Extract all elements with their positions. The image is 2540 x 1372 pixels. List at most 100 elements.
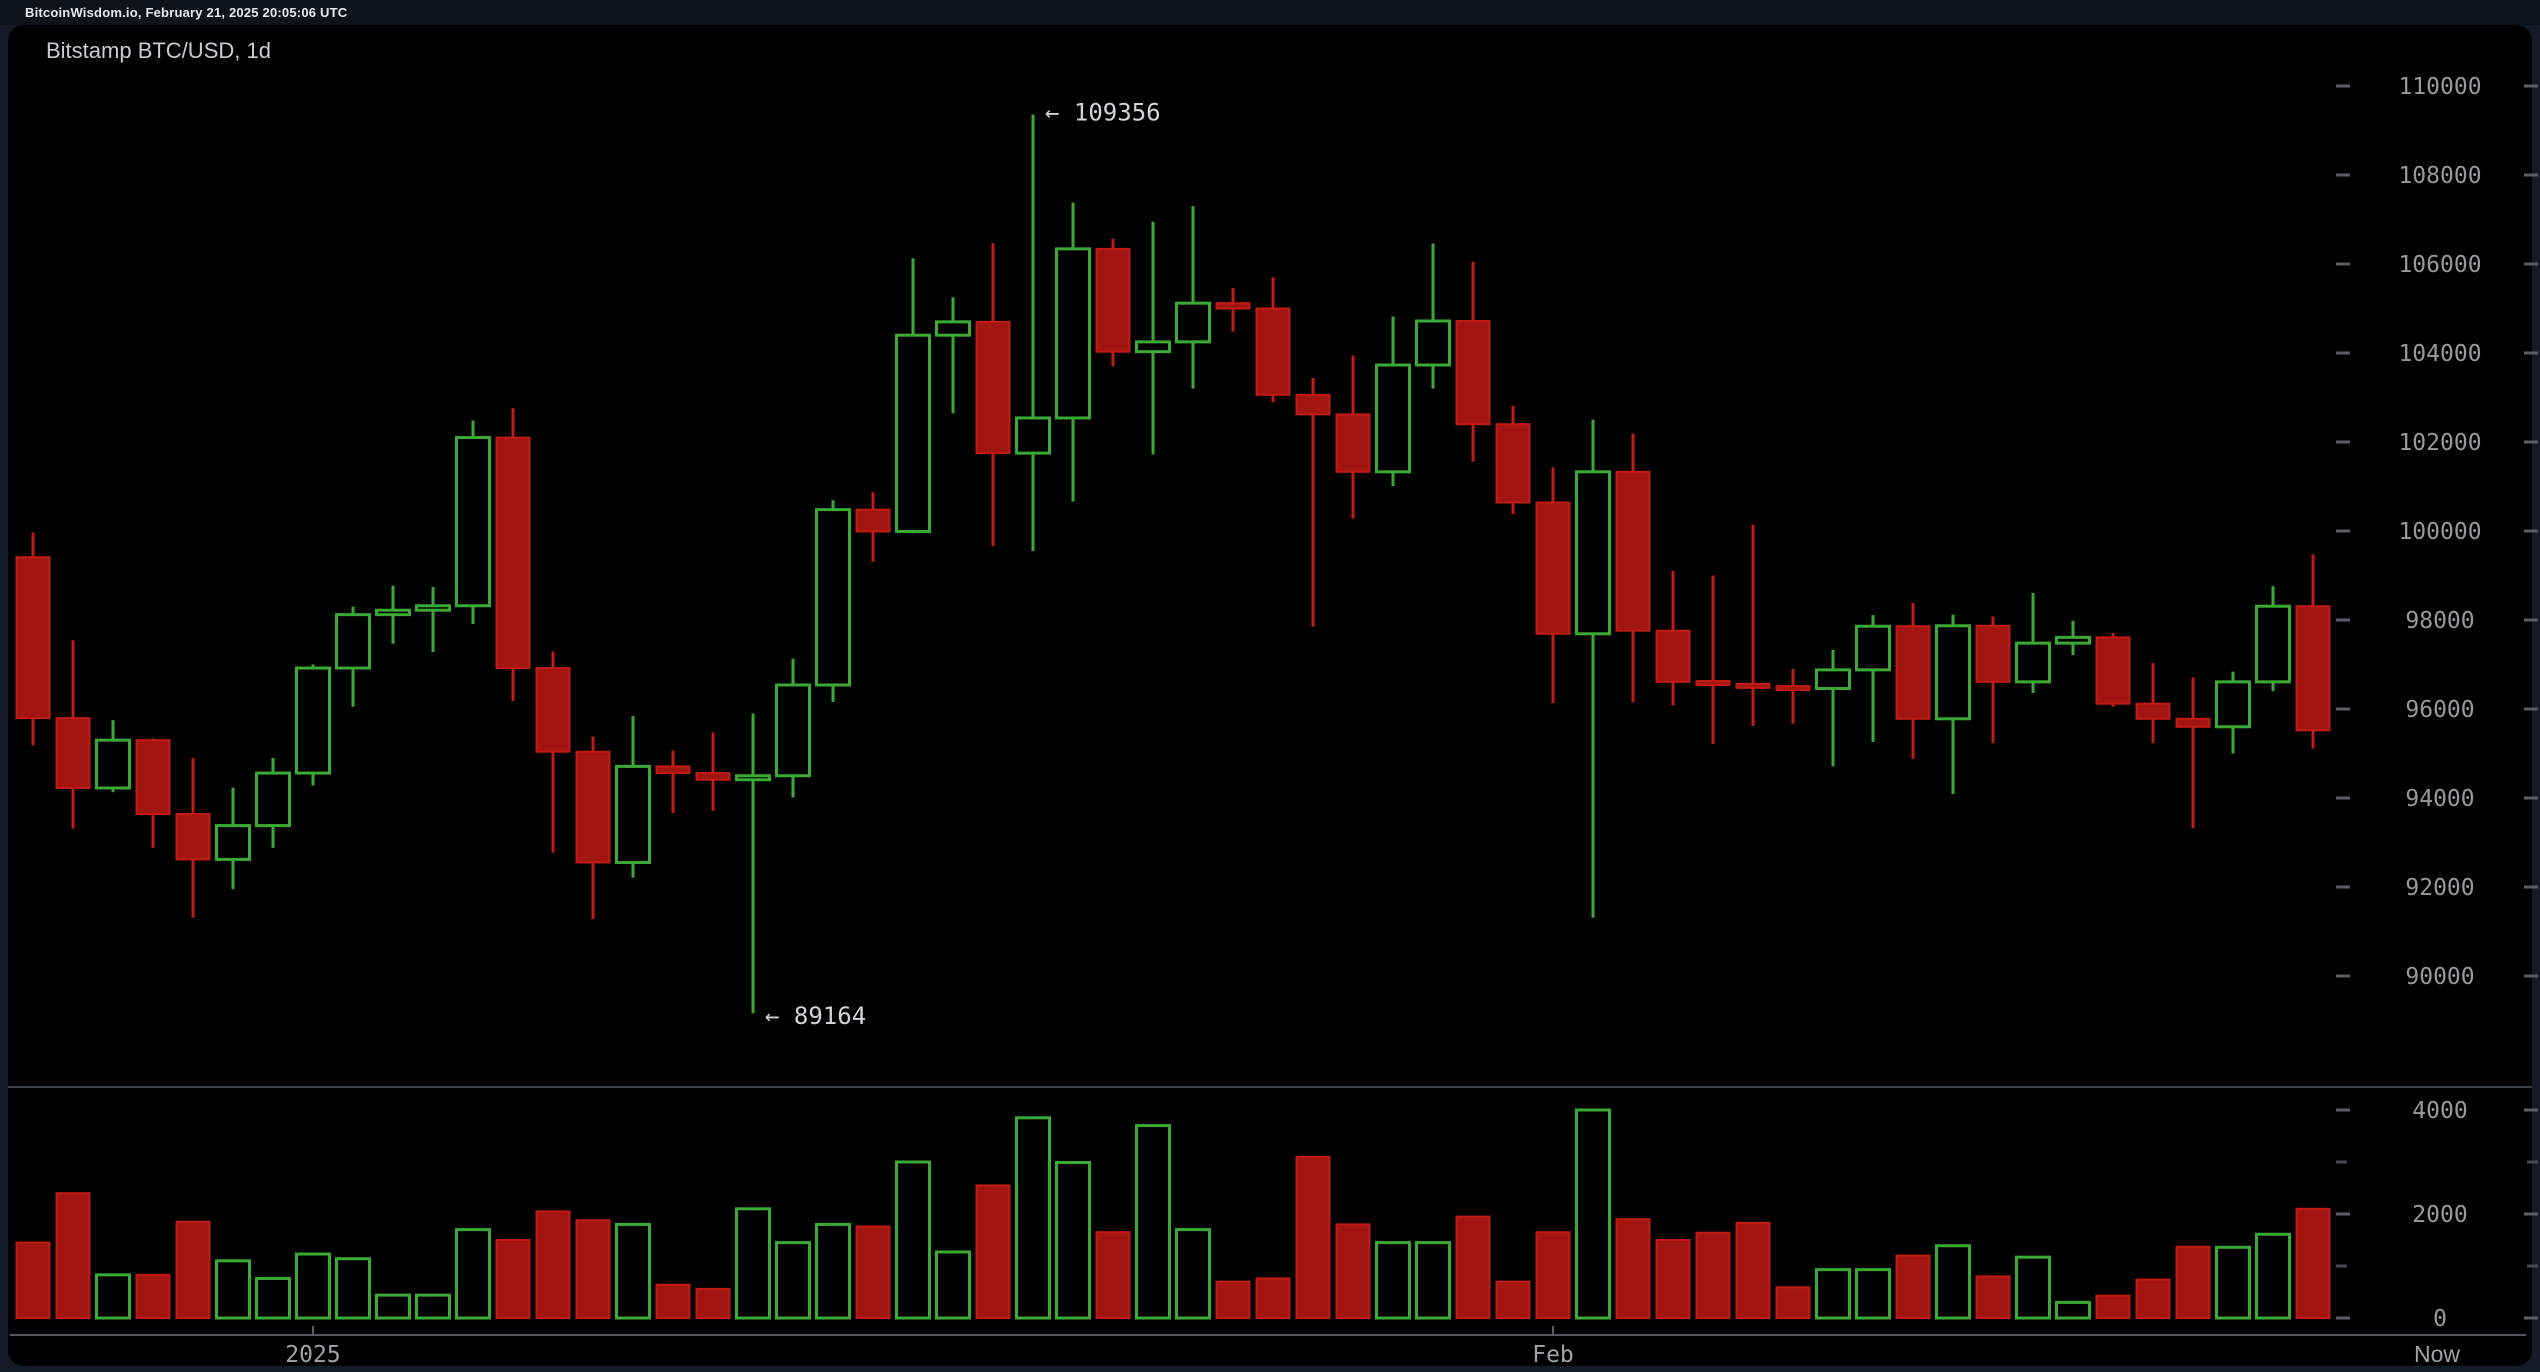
price-tick-label: 106000 xyxy=(2398,252,2481,278)
status-bar: BitcoinWisdom.io, February 21, 2025 20:0… xyxy=(0,0,2540,25)
volume-bar-2025-01-16 xyxy=(855,1225,891,1319)
candle-body-2025-01-29 xyxy=(1375,363,1411,474)
volume-bar-2025-01-07 xyxy=(495,1239,531,1319)
volume-bar-2025-02-09 xyxy=(1815,1268,1851,1320)
status-bar-text: BitcoinWisdom.io, February 21, 2025 20:0… xyxy=(25,5,348,20)
candle-body-2025-02-15 xyxy=(2055,635,2091,645)
volume-bar-2025-01-06 xyxy=(455,1228,491,1320)
volume-bar-2025-02-11 xyxy=(1895,1254,1931,1319)
candle-body-2025-02-07 xyxy=(1735,682,1771,689)
volume-bar-2025-02-15 xyxy=(2055,1300,2091,1320)
volume-bar-2025-01-20 xyxy=(1015,1116,1051,1320)
candle-body-2025-01-24 xyxy=(1175,301,1211,344)
volume-bar-2025-02-01 xyxy=(1495,1280,1531,1319)
candle-body-2025-02-18 xyxy=(2175,717,2211,728)
volume-bar-2025-01-01 xyxy=(255,1276,291,1320)
volume-bar-2024-12-28 xyxy=(95,1273,131,1320)
candle-body-2025-01-07 xyxy=(495,436,531,670)
candle-body-2025-02-14 xyxy=(2015,641,2051,684)
volume-bar-2025-01-11 xyxy=(655,1283,691,1319)
candle-body-2024-12-31 xyxy=(215,824,251,861)
price-axis: 110000 108000 106000 104000 102000 100000 9800… xyxy=(2336,74,2538,990)
volume-bar-2025-01-31 xyxy=(1455,1215,1491,1319)
candle-body-2025-01-31 xyxy=(1455,319,1491,426)
candle-body-2025-01-02 xyxy=(295,666,331,775)
volume-bar-2025-02-10 xyxy=(1855,1268,1891,1320)
volume-bar-2025-01-29 xyxy=(1375,1241,1411,1320)
volume-tick-label: 0 xyxy=(2433,1306,2447,1332)
volume-bar-2024-12-29 xyxy=(135,1273,171,1319)
candle-body-2025-01-25 xyxy=(1215,302,1251,310)
candle-body-2025-01-11 xyxy=(655,765,691,775)
volume-tick-label: 4000 xyxy=(2412,1098,2467,1124)
volume-bar-2025-02-05 xyxy=(1655,1239,1691,1319)
volume-bar-2025-01-05 xyxy=(415,1293,451,1320)
candle-body-2025-01-15 xyxy=(815,508,851,687)
volume-bar-2025-02-02 xyxy=(1535,1231,1571,1319)
volume-bar-2025-02-19 xyxy=(2215,1245,2251,1320)
candle-body-2025-02-03 xyxy=(1575,470,1611,636)
time-label-Now: Now xyxy=(2414,1341,2460,1367)
candle-body-2025-01-13 xyxy=(735,774,771,782)
price-tick-label: 102000 xyxy=(2398,430,2481,456)
volume-bar-2025-01-23 xyxy=(1135,1124,1171,1320)
candle-body-2025-01-14 xyxy=(775,683,811,778)
volume-bar-2025-02-17 xyxy=(2135,1278,2171,1320)
volume-bar-2025-01-04 xyxy=(375,1293,411,1320)
volume-bar-2025-01-24 xyxy=(1175,1228,1211,1320)
volume-bar-2025-02-16 xyxy=(2095,1294,2131,1320)
volume-bar-2025-01-25 xyxy=(1215,1280,1251,1319)
candle-body-2025-01-03 xyxy=(335,613,371,670)
price-tick-label: 90000 xyxy=(2405,964,2474,990)
volume-axis: 4000 2000 0 xyxy=(2336,1098,2538,1332)
price-tick-label: 96000 xyxy=(2405,697,2474,723)
volume-bar-2025-01-02 xyxy=(295,1252,331,1320)
volume-bar-2025-01-21 xyxy=(1055,1161,1091,1320)
volume-bar-2025-01-13 xyxy=(735,1207,771,1320)
candle-body-2025-02-19 xyxy=(2215,680,2251,729)
candlestick-series xyxy=(15,114,2331,1014)
volume-bar-2025-01-30 xyxy=(1415,1241,1451,1320)
candle-body-2025-02-06 xyxy=(1695,679,1731,686)
candle-body-2025-02-08 xyxy=(1775,685,1811,692)
volume-bar-2025-01-08 xyxy=(535,1210,571,1320)
chart-title: Bitstamp BTC/USD, 1d xyxy=(46,38,271,63)
candle-body-2025-01-27 xyxy=(1295,393,1331,416)
volume-bar-2025-02-14 xyxy=(2015,1255,2051,1320)
candle-body-2025-02-21 xyxy=(2295,605,2331,732)
annotation-89164: ← 89164 xyxy=(765,1002,866,1030)
candle-body-2025-02-01 xyxy=(1495,423,1531,504)
volume-bar-2024-12-26 xyxy=(15,1241,51,1319)
annotation-109356: ← 109356 xyxy=(1045,99,1161,127)
price-annotations: ← 109356 ← 89164 xyxy=(765,99,1161,1031)
volume-bar-2025-01-27 xyxy=(1295,1155,1331,1320)
candle-body-2025-01-06 xyxy=(455,436,491,608)
volume-bar-2025-02-08 xyxy=(1775,1286,1811,1319)
volume-bar-2025-02-12 xyxy=(1935,1244,1971,1320)
candle-body-2025-02-17 xyxy=(2135,702,2171,720)
candle-body-2025-01-21 xyxy=(1055,247,1091,420)
volume-tick-label: 2000 xyxy=(2412,1202,2467,1228)
candle-body-2025-02-20 xyxy=(2255,604,2291,684)
price-tick-label: 98000 xyxy=(2405,608,2474,634)
price-tick-label: 92000 xyxy=(2405,875,2474,901)
candle-body-2025-02-04 xyxy=(1615,470,1651,632)
volume-series xyxy=(15,1108,2331,1320)
candle-body-2025-01-18 xyxy=(935,320,971,337)
candle-body-2025-01-08 xyxy=(535,667,571,753)
candle-body-2025-01-12 xyxy=(695,772,731,781)
volume-bar-2025-01-14 xyxy=(775,1241,811,1320)
candle-body-2025-02-02 xyxy=(1535,501,1571,635)
candle-body-2025-01-19 xyxy=(975,320,1011,455)
candle-body-2025-02-12 xyxy=(1935,624,1971,721)
candle-body-2025-01-01 xyxy=(255,771,291,828)
volume-bar-2025-02-21 xyxy=(2295,1207,2331,1320)
candle-body-2024-12-27 xyxy=(55,717,91,789)
price-tick-label: 104000 xyxy=(2398,341,2481,367)
candle-body-2025-01-10 xyxy=(615,764,651,865)
volume-bar-2025-02-20 xyxy=(2255,1232,2291,1320)
candle-body-2024-12-30 xyxy=(175,813,211,861)
time-label-Feb: Feb xyxy=(1532,1342,1574,1368)
candle-body-2025-02-16 xyxy=(2095,636,2131,705)
